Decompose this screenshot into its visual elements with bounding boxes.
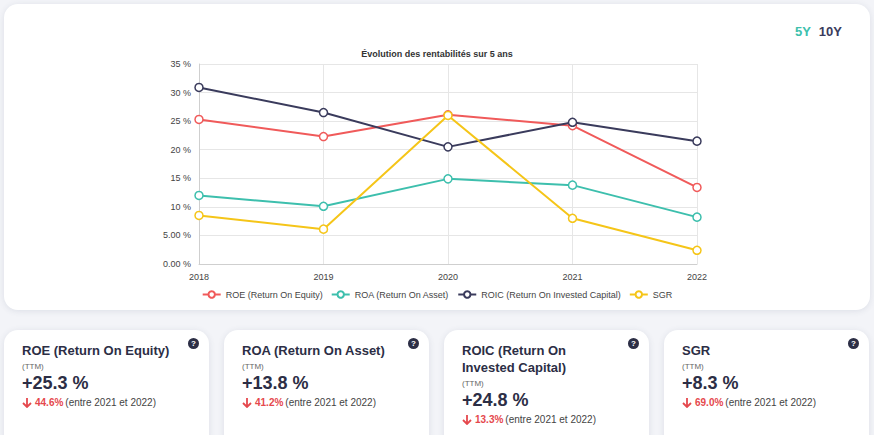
html-text:10Y: 10Y	[818, 24, 842, 39]
html-text:+25.3 %: +25.3 %	[22, 373, 89, 393]
svg-text:Évolution des rentabilités sur: Évolution des rentabilités sur 5 ans	[361, 49, 513, 59]
html-text:69.0% (entre 2021 et 2022): 69.0% (entre 2021 et 2022)	[695, 397, 816, 408]
svg-text:25 %: 25 %	[170, 116, 191, 126]
svg-text:35 %: 35 %	[170, 59, 191, 69]
svg-text:20 %: 20 %	[170, 145, 191, 155]
html-text:41.2% (entre 2021 et 2022): 41.2% (entre 2021 et 2022)	[255, 397, 376, 408]
svg-text:10 %: 10 %	[170, 202, 191, 212]
html-text:(TTM): (TTM)	[682, 362, 704, 371]
svg-text:ROA (Return On Asset): ROA (Return On Asset)	[355, 290, 449, 300]
html-text:(TTM): (TTM)	[242, 362, 264, 371]
svg-text:0.00 %: 0.00 %	[163, 259, 191, 269]
html-text:SGR: SGR	[682, 343, 711, 358]
svg-text:15 %: 15 %	[170, 173, 191, 183]
svg-text:2020: 2020	[438, 272, 458, 282]
html-text:(TTM): (TTM)	[22, 362, 44, 371]
svg-text:ROE (Return On Equity): ROE (Return On Equity)	[226, 290, 323, 300]
svg-text:2018: 2018	[189, 272, 209, 282]
html-text:13.3% (entre 2021 et 2022): 13.3% (entre 2021 et 2022)	[475, 414, 596, 425]
html-text:5Y: 5Y	[795, 24, 811, 39]
html-text:+8.3 %: +8.3 %	[682, 373, 739, 393]
html-text:ROE (Return On Equity): ROE (Return On Equity)	[22, 343, 170, 358]
html-text:+24.8 %: +24.8 %	[462, 390, 529, 410]
html-text:ROA (Return On Asset): ROA (Return On Asset)	[242, 343, 385, 358]
svg-text:5.00 %: 5.00 %	[163, 230, 191, 240]
html-text:+13.8 %: +13.8 %	[242, 373, 309, 393]
html-text:ROIC (Return On Invested Capit: ROIC (Return On Invested Capital)	[462, 343, 566, 375]
svg-text:30 %: 30 %	[170, 88, 191, 98]
svg-text:SGR: SGR	[653, 290, 673, 300]
svg-text:ROIC (Return On Invested Capit: ROIC (Return On Invested Capital)	[481, 290, 621, 300]
svg-text:2022: 2022	[687, 272, 707, 282]
svg-text:2021: 2021	[562, 272, 582, 282]
svg-text:2019: 2019	[313, 272, 333, 282]
html-text:(TTM): (TTM)	[462, 379, 484, 388]
html-text:44.6% (entre 2021 et 2022): 44.6% (entre 2021 et 2022)	[35, 397, 156, 408]
